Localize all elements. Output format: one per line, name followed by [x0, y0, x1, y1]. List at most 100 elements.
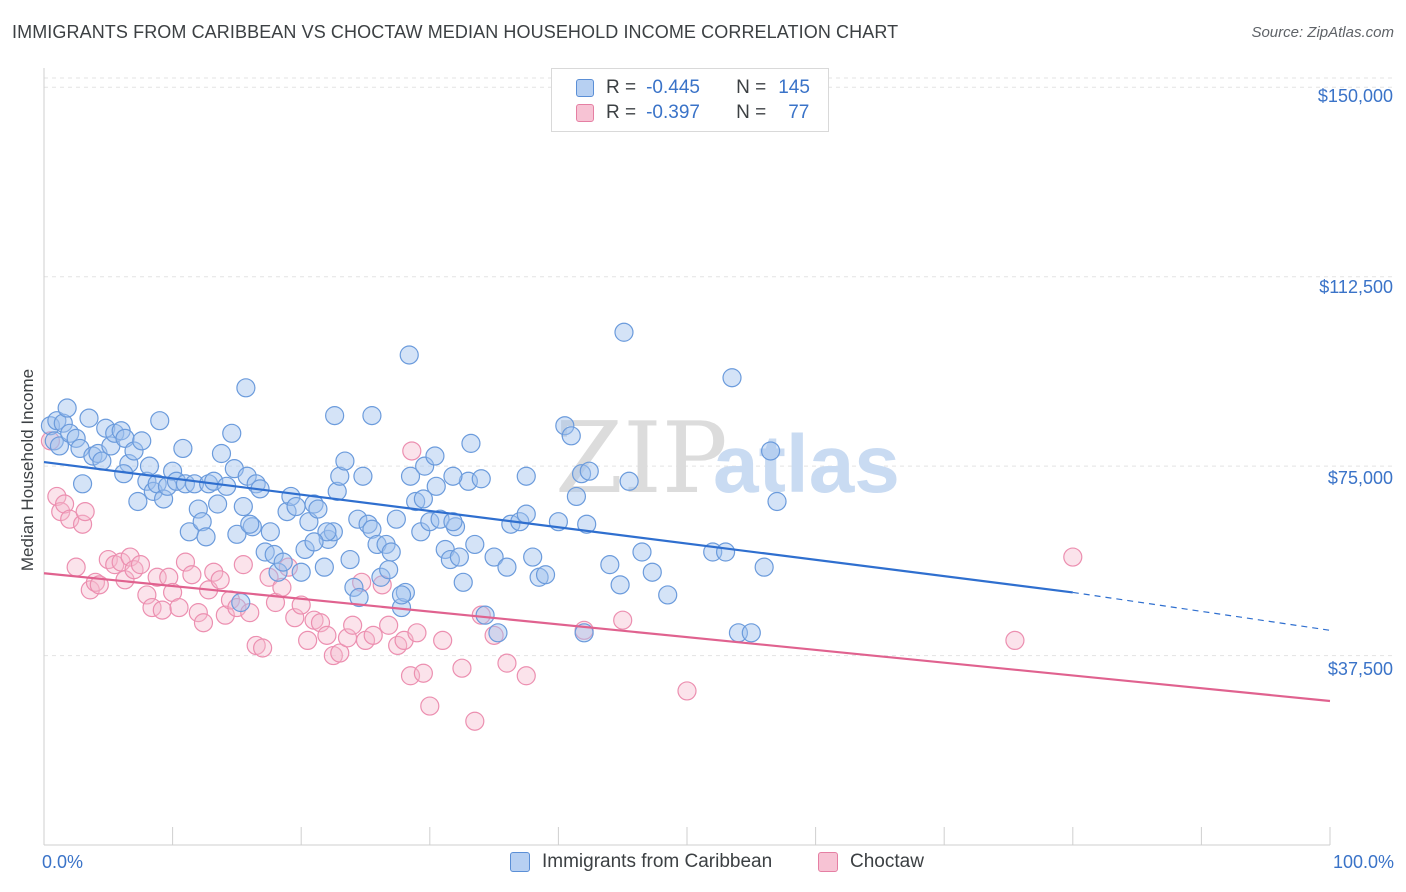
choctaw-point-21	[152, 600, 172, 620]
caribbean-point-137	[722, 368, 742, 388]
legend-row-caribbean: R = -0.445 N = 145	[576, 76, 810, 100]
caribbean-point-109	[523, 547, 543, 567]
choctaw-point-38	[253, 638, 273, 658]
caribbean-point-74	[340, 549, 360, 570]
legend-n-value-caribbean: 145	[778, 77, 810, 98]
caribbean-point-62	[286, 496, 306, 517]
caribbean-point-42	[196, 527, 216, 547]
legend-r-value-caribbean: -0.445	[646, 77, 700, 98]
caribbean-point-43	[211, 443, 232, 464]
caribbean-point-142	[391, 585, 412, 605]
caribbean-point-147	[577, 514, 597, 534]
caribbean-point-121	[632, 542, 652, 562]
choctaw-point-50	[330, 643, 350, 663]
choctaw-point-27	[188, 603, 208, 623]
caribbean-point-29	[153, 489, 174, 509]
choctaw-point-1	[47, 486, 67, 507]
caribbean-point-135	[317, 522, 337, 542]
caribbean-point-56	[260, 522, 280, 542]
choctaw-point-72	[613, 610, 633, 630]
choctaw-point-39	[259, 567, 279, 587]
caribbean-point-59	[273, 552, 293, 572]
caribbean-point-76	[348, 509, 368, 529]
caribbean-point-101	[471, 469, 491, 489]
choctaw-point-52	[343, 615, 363, 635]
legend-row-choctaw: R = -0.397 N = 77	[576, 101, 809, 125]
choctaw-point-61	[407, 623, 427, 643]
caribbean-point-73	[335, 451, 355, 471]
caribbean-point-53	[231, 592, 251, 613]
caribbean-point-38	[192, 512, 212, 532]
caribbean-point-145	[399, 345, 419, 365]
bottom-legend-label-caribbean: Immigrants from Caribbean	[542, 851, 773, 872]
legend-n-label: N =	[736, 102, 767, 123]
legend-n-value-choctaw: 77	[788, 102, 810, 123]
caribbean-point-123	[658, 585, 678, 605]
x-tick-min: 0.0%	[42, 852, 84, 872]
caribbean-point-58	[268, 562, 288, 582]
choctaw-point-63	[420, 696, 440, 716]
choctaw-point-10	[89, 575, 109, 595]
choctaw-point-28	[193, 613, 214, 633]
legend-r-label: R =	[606, 102, 637, 123]
caribbean-point-6	[60, 423, 80, 443]
y-axis-label-wrap: Median Household Income	[16, 360, 40, 580]
choctaw-point-58	[388, 635, 408, 656]
caribbean-point-98	[453, 572, 473, 592]
caribbean-point-113	[555, 416, 575, 436]
chart-title: IMMIGRANTS FROM CARIBBEAN VS CHOCTAW MED…	[12, 22, 899, 42]
caribbean-point-100	[465, 534, 485, 555]
caribbean-point-146	[236, 378, 256, 398]
caribbean-point-133	[379, 560, 399, 580]
bottom-legend-caribbean: Immigrants from Caribbean	[510, 851, 772, 873]
caribbean-point-7	[66, 428, 86, 448]
caribbean-point-129	[760, 441, 781, 461]
caribbean-point-92	[426, 476, 446, 496]
caribbean-point-115	[566, 486, 587, 507]
choctaw-point-48	[317, 625, 337, 645]
caribbean-point-63	[291, 562, 311, 582]
caribbean-point-79	[362, 519, 382, 539]
bottom-legend-swatch-choctaw	[818, 852, 838, 872]
bottom-legend-label-choctaw: Choctaw	[850, 851, 924, 872]
choctaw-point-74	[1005, 630, 1025, 651]
caribbean-trend-extension	[1072, 591, 1331, 631]
bottom-legend-swatch-caribbean	[510, 852, 530, 872]
choctaw-point-55	[363, 625, 383, 645]
caribbean-point-75	[344, 577, 364, 597]
caribbean-point-148	[614, 322, 634, 342]
y-tick-37500: $37,500	[1327, 659, 1393, 679]
bottom-legend-choctaw: Choctaw	[818, 851, 924, 873]
caribbean-point-84	[386, 509, 406, 529]
caribbean-points	[40, 322, 787, 643]
caribbean-point-111	[535, 565, 556, 585]
y-axis-label: Median Household Income	[18, 368, 37, 572]
legend-r-label: R =	[606, 77, 637, 98]
source-label: Source: ZipAtlas.com	[1251, 24, 1394, 41]
stats-legend: R = -0.445 N = 145 R = -0.397 N = 77	[551, 68, 829, 132]
caribbean-point-96	[445, 517, 466, 537]
caribbean-point-117	[579, 461, 599, 481]
caribbean-trend-line	[43, 460, 1073, 594]
x-tick-max: 100.0%	[1332, 852, 1394, 872]
caribbean-point-130	[516, 466, 536, 486]
choctaw-point-73	[677, 681, 697, 701]
axes	[43, 68, 1331, 846]
caribbean-point-132	[443, 512, 463, 532]
caribbean-point-120	[619, 471, 639, 491]
y-tick-150000: $150,000	[1317, 86, 1393, 106]
choctaw-point-4	[60, 509, 80, 529]
caribbean-point-97	[449, 547, 469, 567]
caribbean-point-47	[227, 524, 247, 544]
caribbean-point-3	[49, 436, 70, 456]
choctaw-point-24	[169, 597, 189, 618]
choctaw-point-18	[137, 585, 157, 605]
caribbean-point-28	[150, 411, 170, 431]
y-tick-112500: $112,500	[1319, 277, 1393, 297]
choctaw-point-45	[298, 630, 318, 651]
y-tick-75000: $75,000	[1327, 468, 1393, 488]
choctaw-point-16	[124, 560, 144, 580]
caribbean-point-72	[330, 466, 350, 486]
caribbean-point-25	[139, 456, 160, 476]
caribbean-point-128	[754, 557, 774, 577]
